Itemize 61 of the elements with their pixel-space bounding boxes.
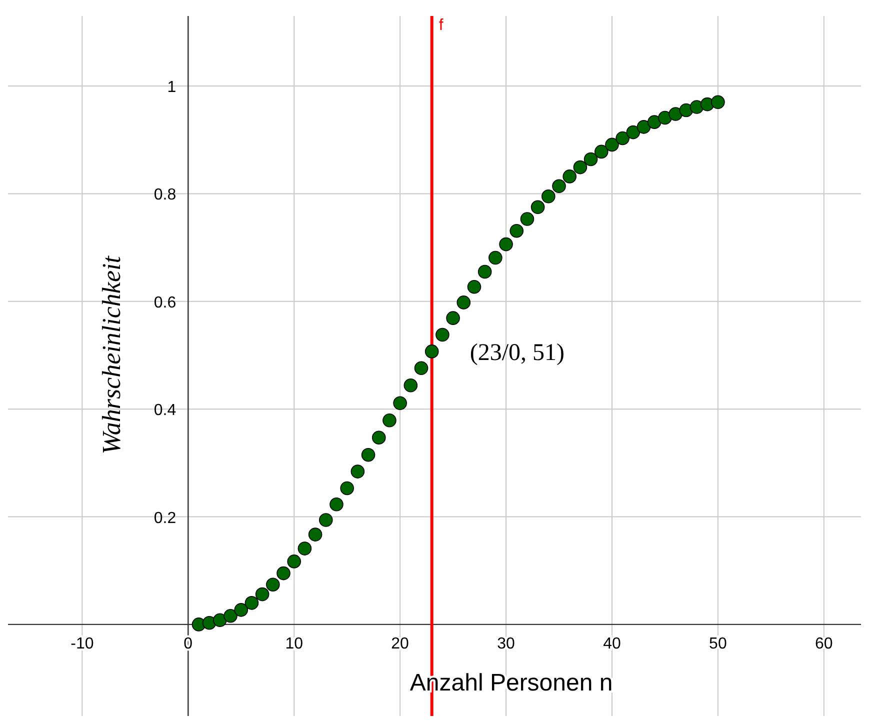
- point: [372, 430, 386, 445]
- point: [404, 378, 418, 392]
- point: [605, 138, 619, 152]
- x-tick-label: 10: [285, 635, 304, 652]
- point: [244, 596, 259, 610]
- point: [552, 179, 566, 194]
- point: [287, 554, 301, 568]
- y-tick-label: 0.8: [154, 186, 176, 204]
- x-tick-label: 30: [497, 635, 516, 652]
- point: [510, 224, 524, 238]
- point: [213, 613, 227, 628]
- point: [520, 212, 534, 226]
- point: [456, 296, 471, 310]
- point: [424, 344, 439, 358]
- point: [224, 608, 238, 623]
- point: [266, 578, 280, 592]
- point: [626, 125, 640, 140]
- x-tick-label: 50: [709, 635, 727, 652]
- point: [382, 413, 396, 428]
- point: [436, 328, 450, 342]
- point: [499, 237, 513, 252]
- point: [393, 396, 407, 410]
- point: [616, 131, 630, 146]
- point: [234, 603, 248, 617]
- point: [658, 110, 672, 125]
- point: [636, 120, 651, 134]
- point: [318, 513, 333, 527]
- point: [350, 464, 365, 478]
- y-tick-label: 0.6: [154, 294, 176, 312]
- point: [584, 152, 598, 166]
- x-tick-label: 60: [815, 635, 833, 652]
- y-axis-title: Wahrscheinlichkeit: [97, 255, 126, 454]
- x-tick-label: -10: [70, 635, 94, 652]
- x-tick-label: 40: [603, 635, 621, 652]
- point: [308, 528, 322, 542]
- point: [647, 115, 662, 129]
- point: [488, 250, 502, 265]
- point: [530, 200, 545, 214]
- point: [361, 448, 376, 462]
- x-tick-label: 20: [391, 635, 410, 652]
- point: [478, 264, 492, 279]
- point: [414, 361, 428, 376]
- point: [340, 481, 354, 496]
- point: [573, 160, 588, 174]
- point: [276, 566, 290, 580]
- annotation: (23/0, 51): [470, 340, 565, 366]
- point: [467, 280, 482, 294]
- point: [446, 311, 460, 325]
- point: [298, 542, 312, 556]
- point: [330, 497, 344, 512]
- ref-line-label: f: [438, 17, 444, 34]
- point: [668, 107, 682, 121]
- point: [542, 189, 556, 204]
- point: [594, 144, 608, 159]
- y-tick-label: 0.4: [154, 402, 176, 420]
- point: [711, 95, 725, 110]
- y-tick-label: 0.2: [154, 510, 176, 527]
- point: [255, 587, 270, 602]
- y-tick-label: 1: [167, 79, 176, 96]
- point: [562, 170, 576, 184]
- point: [679, 103, 694, 118]
